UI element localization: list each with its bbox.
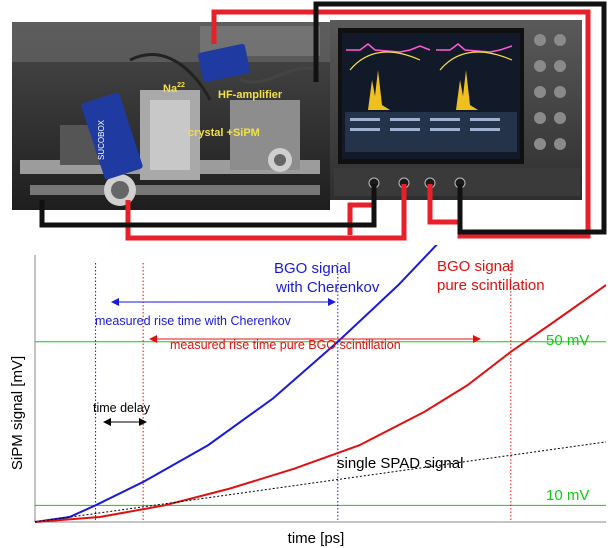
signal-curves: [34, 245, 607, 523]
na22-label: Na22: [163, 82, 185, 95]
rise-cherenkov-label: measured rise time with Cherenkov: [95, 314, 292, 328]
oscilloscope: [330, 20, 582, 200]
threshold-10mv-label: 10 mV: [546, 487, 589, 504]
spad-label: single SPAD signal: [337, 455, 463, 472]
box-brand-label: SUCOBOX: [97, 119, 106, 160]
rise-pure-label: measured rise time pure BGO scintillatio…: [170, 338, 401, 352]
amplifier-box: [197, 43, 251, 83]
time-delay-label: time delay: [93, 401, 151, 415]
crystal-sipm-label: crystal +SiPM: [188, 127, 260, 139]
cables: [39, 1, 607, 241]
bgo-pure-label: BGO signal pure scintillation: [437, 258, 545, 294]
series-line-0: [34, 245, 438, 523]
y-axis-label: SiPM signal [mV]: [9, 356, 26, 470]
setup-photo: SUCOBOX Na22 HF-amplifier crystal +SiPM: [12, 1, 607, 241]
bgo-cherenkov-label: BGO signal with Cherenkov: [274, 260, 380, 296]
series-line-1: [34, 284, 607, 523]
black-cable: [39, 184, 377, 228]
x-axis-label: time [ps]: [288, 530, 345, 547]
sipm-box-left: [81, 92, 143, 180]
rise-time-diagram: SiPM signal [mV] time [ps] BGO signal wi…: [9, 245, 607, 547]
hf-amplifier-label: HF-amplifier: [218, 89, 283, 101]
threshold-lines: [35, 341, 606, 506]
threshold-50mv-label: 50 mV: [546, 332, 589, 349]
lab-bench-photo: SUCOBOX Na22 HF-amplifier crystal +SiPM: [12, 22, 330, 210]
series-line-2: [34, 441, 607, 523]
time-markers: [95, 263, 512, 522]
